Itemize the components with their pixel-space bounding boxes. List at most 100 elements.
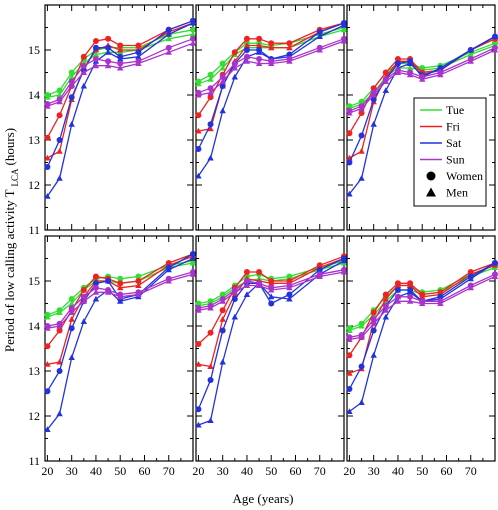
- x-axis-title: Age (years): [233, 491, 294, 506]
- data-point-triangle: [56, 98, 63, 105]
- panels-layer: [44, 4, 498, 462]
- series-sun-men: [195, 268, 348, 313]
- data-point-circle: [286, 40, 293, 47]
- data-point-triangle: [231, 73, 239, 80]
- data-point-circle: [219, 327, 226, 334]
- data-point-triangle: [207, 363, 214, 370]
- data-point-triangle: [80, 82, 88, 89]
- data-point-circle: [358, 363, 365, 370]
- data-point-circle: [44, 388, 51, 395]
- data-point-triangle: [207, 417, 214, 424]
- data-point-triangle: [195, 172, 202, 179]
- data-point-circle: [256, 35, 263, 42]
- data-point-triangle: [419, 76, 426, 82]
- data-point-circle: [92, 44, 99, 51]
- x-tick-label: 50: [416, 464, 428, 478]
- data-point-circle: [68, 296, 75, 302]
- data-point-circle: [243, 53, 250, 60]
- data-point-circle: [219, 307, 226, 314]
- series-line: [197, 24, 345, 177]
- data-point-triangle: [104, 49, 112, 55]
- data-point-triangle: [255, 282, 263, 289]
- data-point-triangle: [491, 273, 498, 280]
- data-point-triangle: [207, 304, 214, 311]
- data-point-circle: [231, 60, 238, 67]
- data-point-circle: [190, 26, 196, 33]
- data-point-circle: [243, 35, 250, 42]
- data-point-circle: [358, 110, 365, 116]
- y-tick-label: 15: [28, 43, 40, 57]
- legend-swatch-circle: [426, 171, 436, 181]
- series-line: [198, 40, 345, 96]
- data-point-triangle: [219, 358, 226, 365]
- data-point-triangle: [467, 284, 474, 291]
- data-point-triangle: [467, 58, 474, 64]
- data-point-triangle: [268, 60, 275, 67]
- data-point-triangle: [231, 313, 239, 320]
- data-point-triangle: [56, 175, 63, 181]
- data-point-triangle: [44, 325, 51, 331]
- data-point-circle: [92, 273, 99, 280]
- data-point-circle: [190, 35, 196, 42]
- data-point-circle: [92, 284, 99, 291]
- series-sun-women: [346, 44, 498, 114]
- data-point-triangle: [255, 49, 263, 55]
- data-point-triangle: [80, 318, 88, 325]
- data-point-circle: [135, 42, 142, 49]
- y-tick-label: 15: [28, 274, 40, 288]
- data-point-circle: [80, 62, 87, 69]
- data-point-triangle: [68, 121, 75, 127]
- data-point-triangle: [189, 255, 197, 262]
- data-point-triangle: [255, 60, 263, 67]
- data-point-triangle: [358, 175, 365, 181]
- x-tick-labels: 20 30 40 50 60 70 20 30 40 50 60 70 20 30 40 50 60 70: [41, 464, 476, 478]
- data-point-triangle: [195, 80, 202, 87]
- y-axis-title-subscript: LCA: [10, 168, 20, 187]
- x-tick-label: 70: [163, 464, 175, 478]
- data-point-circle: [268, 300, 275, 307]
- data-point-triangle: [135, 291, 142, 298]
- data-point-circle: [346, 386, 353, 392]
- data-point-triangle: [56, 322, 63, 329]
- series-line: [198, 260, 345, 305]
- data-point-triangle: [117, 293, 124, 300]
- data-point-circle: [370, 327, 377, 334]
- data-point-circle: [165, 44, 172, 51]
- series-line: [47, 42, 194, 107]
- y-tick-label: 12: [28, 409, 40, 423]
- data-point-triangle: [195, 361, 202, 367]
- series-sat-men: [44, 255, 197, 433]
- data-point-triangle: [243, 42, 251, 49]
- series-line: [46, 257, 194, 430]
- panel-1: [44, 4, 197, 231]
- data-point-triangle: [340, 257, 348, 264]
- data-point-triangle: [56, 148, 63, 154]
- data-point-triangle: [92, 51, 100, 58]
- data-point-triangle: [243, 282, 251, 289]
- data-point-triangle: [44, 154, 51, 161]
- series-sun-men: [346, 46, 498, 116]
- data-point-triangle: [340, 22, 348, 28]
- data-point-circle: [346, 130, 353, 137]
- y-axis-title-unit: (hours): [2, 128, 17, 166]
- data-point-circle: [44, 134, 51, 141]
- x-tick-label: 20: [41, 464, 53, 478]
- data-point-triangle: [286, 295, 293, 302]
- data-point-triangle: [382, 307, 390, 313]
- x-tick-label: 50: [114, 464, 126, 478]
- legend-label: Sat: [446, 136, 462, 150]
- data-point-triangle: [467, 51, 474, 58]
- data-point-circle: [268, 40, 275, 47]
- x-tick-label: 70: [465, 464, 477, 478]
- data-point-circle: [382, 302, 389, 309]
- legend-entry-tue: Tue: [420, 103, 464, 117]
- x-tick-label: 40: [241, 464, 253, 478]
- data-point-triangle: [68, 316, 75, 322]
- series-line: [46, 20, 194, 139]
- data-point-triangle: [406, 71, 414, 78]
- data-point-triangle: [491, 259, 498, 266]
- data-point-triangle: [491, 33, 498, 40]
- series-sun-men: [44, 271, 197, 331]
- data-point-circle: [195, 146, 202, 152]
